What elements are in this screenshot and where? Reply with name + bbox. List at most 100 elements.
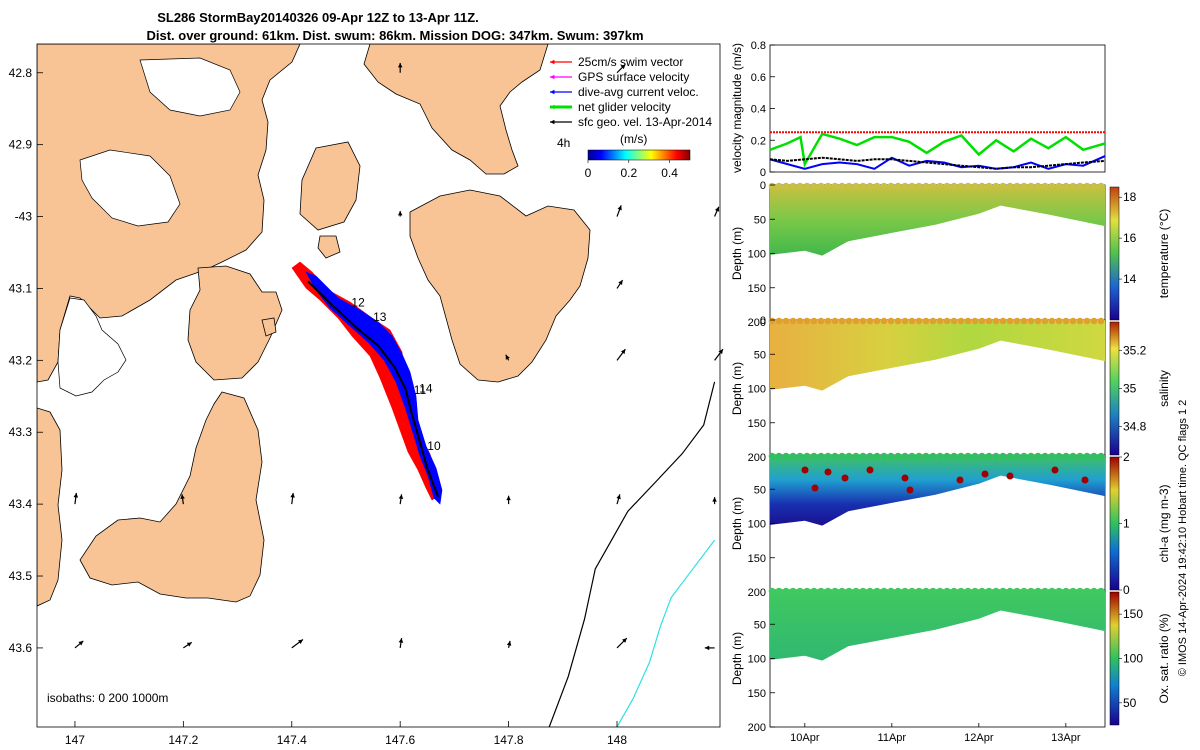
surface-sample-dot	[901, 317, 909, 325]
surface-sample-dot	[936, 182, 944, 190]
track-time-label: 10	[427, 439, 441, 453]
track-time-label: 11	[414, 383, 427, 397]
section-ytick-label: 0	[760, 315, 766, 327]
surface-sample-dot	[1055, 452, 1063, 460]
velocity-series-line	[770, 132, 1105, 168]
surface-sample-dot	[768, 182, 776, 190]
section-panel: 50 100 150 200 Depth (m) 50 100 150 Ox. sat. rat…	[730, 587, 1171, 744]
section-ylabel: Depth (m)	[730, 362, 744, 415]
land-southwest	[37, 407, 63, 607]
track-time-label: 14	[419, 382, 433, 396]
surface-sample-dot	[1034, 182, 1042, 190]
title-line-1: SL286 StormBay20140326 09-Apr 12Z to 13-…	[157, 10, 479, 25]
surface-sample-dot	[964, 182, 972, 190]
surface-sample-dot	[1090, 317, 1098, 325]
surface-sample-dot	[1062, 452, 1070, 460]
surface-sample-dot	[887, 587, 895, 595]
surface-sample-dot	[831, 452, 839, 460]
section-ytick-label: 0	[760, 180, 766, 192]
velocity-ytick-label: 0.2	[751, 135, 766, 147]
surface-sample-dot	[1090, 182, 1098, 190]
geo-velocity-arrow	[704, 645, 715, 651]
surface-sample-dot	[1041, 452, 1049, 460]
surface-sample-dot	[929, 317, 937, 325]
surface-sample-dot	[796, 452, 804, 460]
surface-sample-dot	[1048, 452, 1056, 460]
surface-sample-dot	[1055, 182, 1063, 190]
surface-sample-dot	[887, 182, 895, 190]
speed-colorbar	[587, 149, 691, 161]
section-panel: 50 100 150 200 Depth (m) 0 1 2 chl-a (mg m-3)	[730, 450, 1171, 599]
colorbar-tick-label: 35.2	[1123, 344, 1147, 358]
section-colorbar	[1109, 321, 1120, 456]
surface-sample-dot	[838, 587, 846, 595]
surface-sample-dot	[957, 182, 965, 190]
velocity-ytick-label: 0.8	[751, 40, 766, 52]
chl-high-sample-dot	[801, 466, 809, 474]
legend-label: 25cm/s swim vector	[578, 55, 683, 69]
surface-sample-dot	[831, 587, 839, 595]
chl-high-sample-dot	[956, 476, 964, 484]
surface-sample-dot	[1097, 317, 1105, 325]
surface-sample-dot	[922, 317, 930, 325]
chl-high-sample-dot	[811, 484, 819, 492]
surface-sample-dot	[1055, 317, 1063, 325]
surface-sample-dot	[1006, 317, 1014, 325]
surface-sample-dot	[901, 452, 909, 460]
map-axes-frame	[36, 43, 721, 728]
surface-sample-dot	[859, 317, 867, 325]
legend-label: sfc geo. vel. 13-Apr-2014	[578, 115, 712, 129]
surface-sample-dot	[1076, 587, 1084, 595]
surface-sample-dot	[1069, 317, 1077, 325]
surface-sample-dot	[852, 317, 860, 325]
map-ytick-label: 43.3	[9, 425, 33, 439]
surface-sample-dot	[866, 587, 874, 595]
surface-sample-dot	[1097, 452, 1105, 460]
surface-sample-dot	[971, 317, 979, 325]
surface-sample-dot	[1013, 317, 1021, 325]
section-colorbar	[1109, 591, 1120, 726]
surface-sample-dot	[915, 587, 923, 595]
surface-sample-dot	[796, 182, 804, 190]
surface-sample-dot	[894, 317, 902, 325]
section-xtick-label: 10Apr	[790, 732, 820, 744]
surface-sample-dot	[852, 182, 860, 190]
surface-sample-dot	[915, 182, 923, 190]
surface-sample-dot	[964, 452, 972, 460]
surface-sample-dot	[957, 317, 965, 325]
land-central-peninsula	[187, 265, 283, 381]
surface-sample-dot	[1013, 182, 1021, 190]
green-arrow-icon	[550, 104, 572, 110]
surface-sample-dot	[845, 587, 853, 595]
surface-sample-dot	[782, 587, 790, 595]
map-ytick-label: 43.1	[9, 281, 33, 295]
section-ylabel: Depth (m)	[730, 497, 744, 550]
surface-sample-dot	[936, 317, 944, 325]
section-data-field	[770, 590, 1105, 661]
surface-sample-dot	[887, 317, 895, 325]
velocity-ytick-label: 0.4	[751, 104, 766, 116]
surface-sample-dot	[1069, 587, 1077, 595]
isobath-1000m	[616, 539, 716, 727]
surface-sample-dot	[873, 587, 881, 595]
colorbar-tick-label: 0	[1123, 583, 1130, 597]
surface-sample-dot	[1076, 317, 1084, 325]
map-ytick-label: 43.5	[9, 569, 33, 583]
colorbar-label: salinity	[1157, 370, 1171, 407]
land-islet-1	[299, 141, 361, 231]
surface-sample-dot	[908, 317, 916, 325]
surface-sample-dot	[789, 182, 797, 190]
legend-entry: 25cm/s swim vector	[550, 55, 683, 69]
surface-sample-dot	[985, 317, 993, 325]
surface-sample-dot	[957, 452, 965, 460]
surface-sample-dot	[943, 182, 951, 190]
surface-sample-dot	[999, 317, 1007, 325]
surface-sample-dot	[1034, 452, 1042, 460]
colorbar-tick-label: 2	[1123, 450, 1130, 464]
surface-sample-dot	[950, 317, 958, 325]
section-ytick-label: 50	[754, 619, 766, 631]
surface-sample-dot	[803, 587, 811, 595]
surface-sample-dot	[950, 182, 958, 190]
colorbar-label: Ox. sat. ratio (%)	[1157, 613, 1171, 703]
